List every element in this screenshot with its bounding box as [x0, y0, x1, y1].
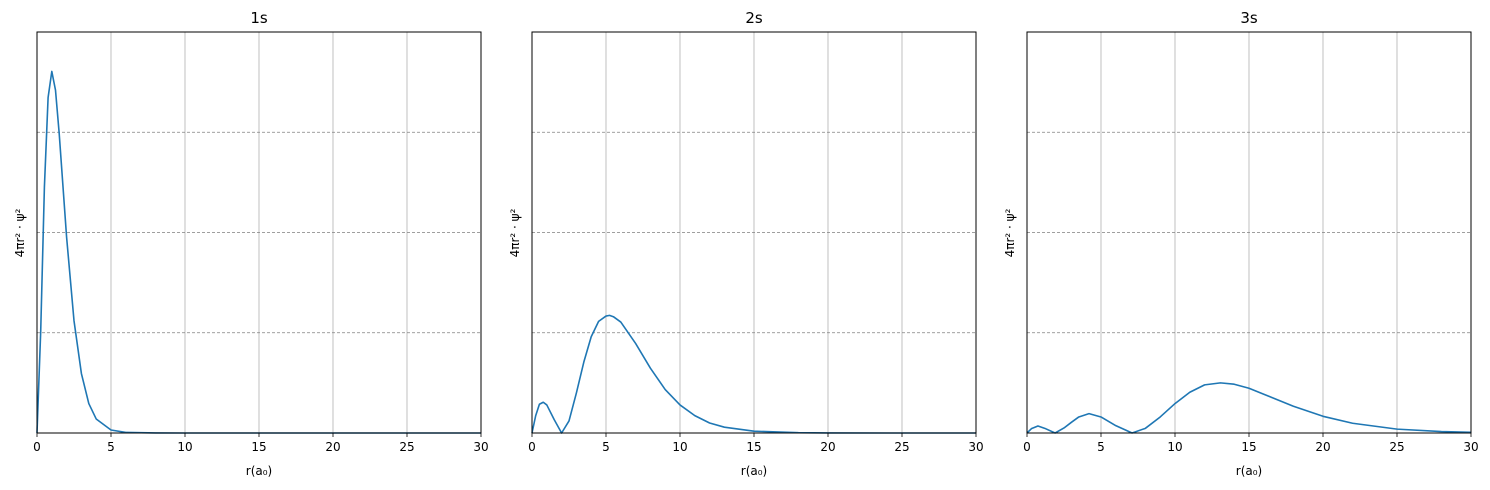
y-axis-label: 4πr² · ψ² [1003, 208, 1017, 257]
x-tick-label: 0 [528, 440, 536, 454]
series-line [1026, 382, 1472, 434]
x-tick-label: 30 [968, 440, 983, 454]
x-axis-label: r(a₀) [1236, 464, 1262, 478]
x-axis-label: r(a₀) [741, 464, 767, 478]
x-tick-label: 20 [820, 440, 835, 454]
x-tick-label: 10 [1167, 440, 1182, 454]
x-tick-label: 20 [1315, 440, 1330, 454]
chart-title: 1s [250, 9, 268, 27]
x-tick-label: 10 [177, 440, 192, 454]
x-tick-label: 5 [1097, 440, 1105, 454]
x-tick-label: 10 [672, 440, 687, 454]
x-axis-label: r(a₀) [246, 464, 272, 478]
x-tick-label: 30 [473, 440, 488, 454]
x-tick-label: 5 [602, 440, 610, 454]
chart-title: 3s [1240, 9, 1258, 27]
x-tick-label: 25 [894, 440, 909, 454]
y-axis-label: 4πr² · ψ² [13, 208, 27, 257]
x-tick-label: 15 [251, 440, 266, 454]
panel-2s: 2s r(a₀) 4πr² · ψ² 0 5 10 15 20 25 30 [508, 9, 984, 478]
x-tick-label: 0 [33, 440, 41, 454]
x-tick-label: 20 [325, 440, 340, 454]
panel-3s: 3s r(a₀) 4πr² · ψ² 0 5 10 15 20 25 30 [1003, 9, 1479, 478]
panel-1s: 1s r(a₀) 4πr² · ψ² 0 5 10 15 20 25 30 [13, 9, 489, 478]
series-line [531, 314, 976, 434]
chart-title: 2s [745, 9, 763, 27]
x-tick-label: 0 [1023, 440, 1031, 454]
x-tick-label: 25 [399, 440, 414, 454]
y-axis-label: 4πr² · ψ² [508, 208, 522, 257]
x-tick-label: 15 [746, 440, 761, 454]
x-tick-label: 15 [1241, 440, 1256, 454]
x-tick-label: 5 [107, 440, 115, 454]
x-tick-label: 25 [1389, 440, 1404, 454]
x-tick-label: 30 [1463, 440, 1478, 454]
